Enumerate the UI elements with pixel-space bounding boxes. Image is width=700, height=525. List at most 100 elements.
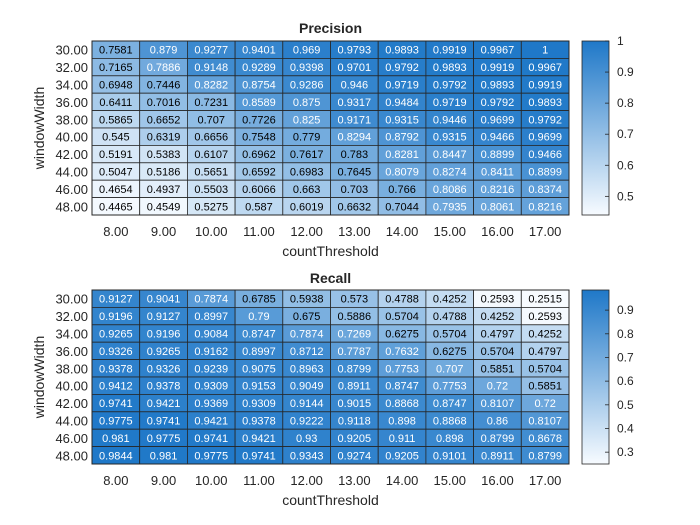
cell-label: 0.5851 — [528, 381, 562, 393]
y-tick-label: 32.00 — [55, 60, 88, 75]
cell-label: 0.72 — [534, 398, 555, 410]
cell-label: 0.9775 — [99, 416, 133, 428]
y-tick-label: 40.00 — [55, 130, 88, 145]
x-tick-label: 11.00 — [243, 224, 275, 239]
cell-label: 0.9775 — [194, 450, 228, 462]
cell-label: 0.9196 — [147, 329, 181, 341]
cell-label: 0.825 — [293, 114, 321, 126]
cell-label: 0.9741 — [242, 450, 276, 462]
cell-label: 0.9719 — [385, 80, 419, 92]
cell-label: 0.8799 — [528, 450, 562, 462]
cell-label: 0.9792 — [481, 97, 515, 109]
cell-label: 0.8216 — [528, 201, 562, 213]
x-tick-label: 9.00 — [151, 473, 176, 488]
colorbar — [581, 40, 610, 216]
cell-label: 0.86 — [487, 416, 508, 428]
cell-label: 0.9315 — [385, 114, 419, 126]
y-tick-label: 46.00 — [55, 431, 88, 446]
cell-label: 0.8963 — [290, 363, 324, 375]
cell-label: 0.9265 — [99, 329, 133, 341]
y-axis-label: windowWidth — [31, 336, 47, 419]
cell-label: 0.9793 — [338, 45, 372, 57]
cell-label: 0.8589 — [242, 97, 276, 109]
cell-label: 0.72 — [487, 381, 508, 393]
cell-label: 0.5191 — [99, 149, 133, 161]
y-tick-label: 34.00 — [55, 327, 88, 342]
cell-label: 0.9378 — [242, 416, 276, 428]
cell-label: 0.9162 — [194, 346, 228, 358]
cell-label: 0.5886 — [338, 311, 372, 323]
cell-label: 0.9893 — [481, 80, 515, 92]
cell-label: 0.2593 — [481, 294, 515, 306]
cell-label: 0.587 — [245, 201, 273, 213]
cell-label: 0.8411 — [481, 167, 514, 179]
colorbar-tick-label: 0.3 — [617, 445, 634, 459]
cell-label: 0.5275 — [194, 201, 228, 213]
cell-label: 0.969 — [293, 45, 321, 57]
cell-label: 0.9466 — [528, 149, 562, 161]
cell-label: 0.8086 — [433, 184, 467, 196]
cell-label: 0.8107 — [528, 416, 562, 428]
cell-label: 0.9041 — [147, 294, 181, 306]
cell-label: 0.9792 — [385, 62, 419, 74]
cell-label: 1 — [542, 45, 548, 57]
cell-label: 0.9309 — [242, 398, 276, 410]
cell-label: 0.4252 — [481, 311, 515, 323]
cell-label: 0.898 — [388, 416, 416, 428]
cell-label: 0.6656 — [194, 132, 228, 144]
colorbar-tick-label: 0.4 — [617, 421, 634, 435]
cell-label: 0.9239 — [194, 363, 228, 375]
cell-label: 0.9015 — [338, 398, 372, 410]
x-tick-label: 13.00 — [338, 224, 371, 239]
cell-label: 0.9378 — [99, 363, 133, 375]
cell-label: 0.7269 — [338, 329, 372, 341]
cell-label: 0.5047 — [99, 167, 133, 179]
cell-label: 0.5383 — [147, 149, 181, 161]
cell-label: 0.9343 — [290, 450, 324, 462]
x-tick-label: 12.00 — [290, 224, 323, 239]
cell-label: 0.9222 — [290, 416, 324, 428]
cell-label: 0.9101 — [433, 450, 467, 462]
cell-label: 0.5704 — [481, 346, 515, 358]
cell-label: 0.9919 — [528, 80, 562, 92]
cell-label: 0.9421 — [194, 416, 228, 428]
x-tick-label: 10.00 — [195, 224, 228, 239]
recall-heatmap: Recall 0.9127 0.9041 0.7874 0.6785 0.5938 0.57… — [31, 270, 634, 508]
colorbar-tick-label: 0.5 — [617, 189, 634, 203]
cell-label: 0.6019 — [290, 201, 324, 213]
cell-label: 0.9084 — [194, 329, 228, 341]
colorbar-tick-label: 0.8 — [617, 327, 634, 341]
cell-label: 0.766 — [388, 184, 416, 196]
cell-label: 0.5851 — [481, 363, 515, 375]
cell-label: 0.4797 — [528, 346, 562, 358]
cell-label: 0.93 — [296, 433, 317, 445]
cell-label: 0.7231 — [194, 97, 228, 109]
cell-label: 0.9398 — [290, 62, 324, 74]
x-tick-label: 10.00 — [195, 473, 228, 488]
cell-label: 0.7753 — [385, 363, 419, 375]
cell-label: 0.6785 — [242, 294, 276, 306]
x-tick-label: 8.00 — [103, 473, 128, 488]
cell-label: 0.7581 — [99, 45, 133, 57]
cell-label: 0.9792 — [433, 80, 467, 92]
cell-label: 0.79 — [248, 311, 269, 323]
cell-label: 0.7165 — [99, 62, 133, 74]
cell-label: 0.8447 — [433, 149, 467, 161]
cell-label: 0.8747 — [242, 329, 276, 341]
cell-label: 0.9369 — [194, 398, 228, 410]
cell-label: 0.6962 — [242, 149, 276, 161]
y-tick-label: 38.00 — [55, 112, 88, 127]
cell-label: 0.8678 — [528, 433, 562, 445]
cell-label: 0.9286 — [290, 80, 324, 92]
cell-label: 0.9317 — [338, 97, 372, 109]
cell-label: 0.5938 — [290, 294, 324, 306]
cell-label: 0.7548 — [242, 132, 276, 144]
cell-label: 0.9315 — [433, 132, 467, 144]
cell-label: 0.6107 — [194, 149, 228, 161]
cell-label: 0.4797 — [481, 329, 515, 341]
x-axis-label: countThreshold — [282, 492, 379, 508]
cell-label: 0.9484 — [385, 97, 419, 109]
cell-label: 0.9153 — [242, 381, 276, 393]
cell-label: 0.7632 — [385, 346, 419, 358]
cell-label: 0.8061 — [481, 201, 515, 213]
